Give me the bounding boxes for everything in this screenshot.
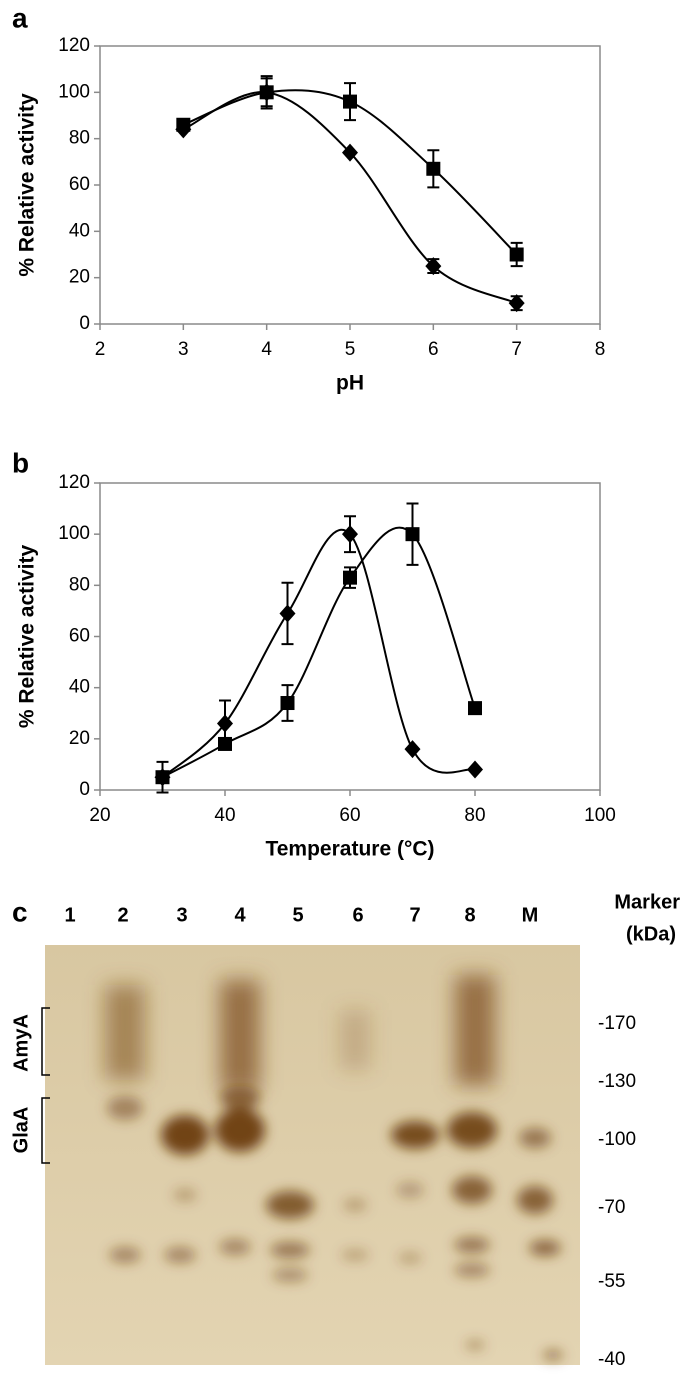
lane-label: M [522,904,539,926]
square-marker [405,527,420,542]
x-tick-label: 20 [89,805,110,826]
y-tick-label: 20 [69,267,90,288]
square-marker [426,161,441,176]
diamond-marker [342,143,358,162]
square-marker [280,696,295,711]
marker-label: -130 [598,1071,636,1092]
panel-label: b [12,447,29,478]
x-tick-label: 5 [345,339,356,360]
lane-label: 6 [352,904,363,926]
y-tick-label: 0 [79,779,90,800]
y-tick-label: 60 [69,626,90,647]
y-axis-title: % Relative activity [16,545,39,729]
diamond-marker [258,83,275,102]
x-axis-title: Temperature (°C) [265,838,434,861]
gel-image [41,945,580,1365]
panel-label: c [12,896,28,927]
panel-label: a [12,2,28,33]
diamond-marker [425,257,442,276]
x-tick-label: 100 [584,805,616,826]
x-tick-label: 3 [178,339,189,360]
square-marker [343,570,357,585]
lane-label: 1 [64,904,75,926]
band-label: GlaA [10,1107,32,1154]
marker-label: -170 [598,1013,636,1034]
x-tick-label: 7 [511,339,522,360]
x-tick-label: 40 [214,805,235,826]
x-axis-title: pH [336,372,364,395]
square-marker [468,701,482,716]
x-tick-label: 8 [595,339,606,360]
marker-unit: (kDa) [626,923,676,945]
band-label: AmyA [10,1014,32,1072]
diamond-marker [342,525,358,544]
diamond-marker [217,714,233,733]
y-tick-label: 120 [58,35,90,56]
y-axis-title: % Relative activity [16,93,39,277]
square-marker [343,94,357,109]
diamond-marker [279,604,296,623]
x-tick-label: 2 [95,339,106,360]
y-tick-label: 20 [69,728,90,749]
marker-label: -100 [598,1129,636,1150]
y-tick-label: 80 [69,574,90,595]
marker-label: -70 [598,1197,625,1218]
marker-label: -40 [598,1349,625,1370]
lane-label: 7 [409,904,420,926]
y-tick-label: 100 [58,81,90,102]
y-tick-label: 40 [69,677,90,698]
y-tick-label: 40 [69,220,90,241]
diamond-marker [175,120,192,139]
lane-label: 4 [234,904,246,926]
x-tick-label: 80 [464,805,485,826]
square-marker [509,247,524,262]
y-tick-label: 0 [79,313,90,334]
marker-title: Marker [614,891,680,913]
lane-label: 5 [292,904,303,926]
lane-label: 8 [464,904,475,926]
lane-label: 2 [117,904,128,926]
y-tick-label: 80 [69,128,90,149]
diamond-marker [404,740,421,759]
curve [182,91,518,305]
diamond-marker [154,768,171,787]
y-tick-label: 60 [69,174,90,195]
y-tick-label: 120 [58,472,90,493]
marker-label: -55 [598,1271,625,1292]
x-tick-label: 60 [339,805,360,826]
y-tick-label: 100 [58,523,90,544]
diamond-marker [467,760,483,779]
x-tick-label: 4 [261,339,272,360]
diamond-marker [508,294,525,313]
curve [161,529,476,778]
x-tick-label: 6 [428,339,439,360]
lane-label: 3 [176,904,187,926]
